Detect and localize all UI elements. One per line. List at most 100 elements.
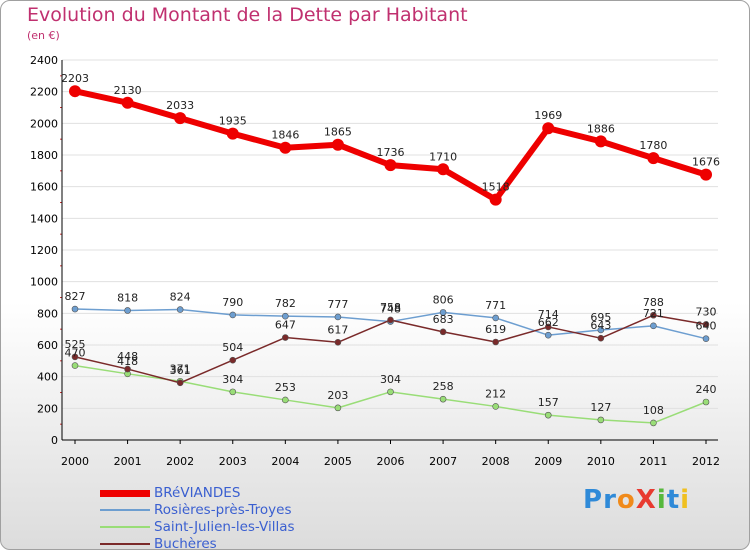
x-tick-label: 2009 [534,455,562,468]
legend-swatch [100,543,150,545]
data-label: 304 [380,373,401,386]
data-label: 640 [696,320,717,333]
proxiti-logo: ProXiti [583,485,690,515]
data-label: 662 [538,316,559,329]
data-label: 683 [433,313,454,326]
data-label: 782 [275,297,296,310]
data-point [229,311,237,319]
chart-title: Evolution du Montant de la Dette par Hab… [27,4,468,26]
x-tick-label: 2006 [377,455,405,468]
data-point [702,335,710,342]
data-label: 777 [327,298,348,311]
data-label: 643 [590,319,611,332]
data-label: 1969 [534,109,562,122]
data-label: 258 [433,380,454,393]
y-tick-label: 2200 [30,86,58,99]
data-point [647,152,660,165]
data-point [597,326,605,334]
data-label: 617 [327,323,348,336]
x-tick-label: 2003 [219,455,247,468]
data-label: 748 [380,303,401,316]
data-point [387,316,394,324]
x-tick-label: 2007 [429,455,457,468]
data-point [597,416,605,424]
data-label: 1736 [377,146,405,159]
y-tick-label: 1600 [30,181,58,194]
data-label: 1935 [219,115,247,128]
y-tick-label: 1200 [30,244,58,257]
legend-label: BRéVIANDES [154,485,241,501]
data-point [489,193,502,206]
data-label: 361 [170,364,191,377]
x-tick-label: 2011 [639,455,667,468]
data-point [282,396,289,404]
data-label: 371 [170,362,191,375]
logo-letter: o [616,485,636,515]
data-label: 790 [222,296,243,309]
data-label: 1886 [587,122,615,135]
data-label: 619 [485,323,506,336]
data-point [176,379,184,387]
data-point [124,365,131,373]
data-label: 212 [485,387,506,400]
data-point [229,356,237,364]
data-label: 730 [696,305,717,318]
data-label: 806 [433,293,454,306]
logo-letter: i [680,485,691,515]
data-label: 2130 [114,84,142,97]
data-label: 253 [275,381,296,394]
data-label: 647 [275,319,296,332]
data-point [124,307,131,314]
data-point [121,96,134,109]
data-label: 127 [590,401,611,414]
data-point [492,338,499,346]
data-label: 771 [485,299,506,312]
data-point [282,334,289,341]
legend-label: Rosières-près-Troyes [154,502,292,518]
data-point [176,306,184,313]
y-tick-label: 2400 [30,54,58,67]
data-label: 818 [117,291,138,304]
data-point [702,321,710,328]
data-label: 824 [170,291,191,304]
data-point [334,339,342,346]
data-label: 695 [590,311,611,324]
x-tick-label: 2004 [271,455,299,468]
x-tick-label: 2005 [324,455,352,468]
data-label: 1865 [324,126,352,139]
y-tick-label: 1000 [30,276,58,289]
data-point [334,313,342,321]
data-point [331,138,344,151]
data-label: 1676 [692,156,720,169]
data-label: 758 [380,301,401,314]
x-tick-label: 2010 [587,455,615,468]
data-point [71,305,79,313]
data-label: 418 [117,355,138,368]
data-point [69,85,81,98]
data-point [439,395,447,403]
data-label: 2203 [61,72,89,85]
y-tick-label: 1800 [30,149,58,162]
y-tick-label: 1400 [30,212,58,225]
data-label: 2033 [166,99,194,112]
data-point [439,328,447,336]
data-label: 470 [65,347,86,360]
data-label: 157 [538,396,559,409]
data-label: 721 [643,307,664,320]
data-label: 1846 [271,129,299,142]
legend-swatch [100,489,150,497]
x-tick-label: 2001 [114,455,142,468]
data-point [544,411,552,419]
logo-letter: i [656,485,667,515]
logo-letter: r [603,485,617,515]
data-point [594,135,607,148]
logo-letter: P [583,485,604,515]
x-tick-label: 2008 [482,455,510,468]
data-label: 1518 [482,181,510,194]
data-point [71,353,79,361]
data-label: 504 [222,341,243,354]
data-point [700,168,712,181]
data-label: 203 [327,389,348,402]
legend-swatch [100,509,150,511]
x-tick-label: 2000 [61,455,89,468]
